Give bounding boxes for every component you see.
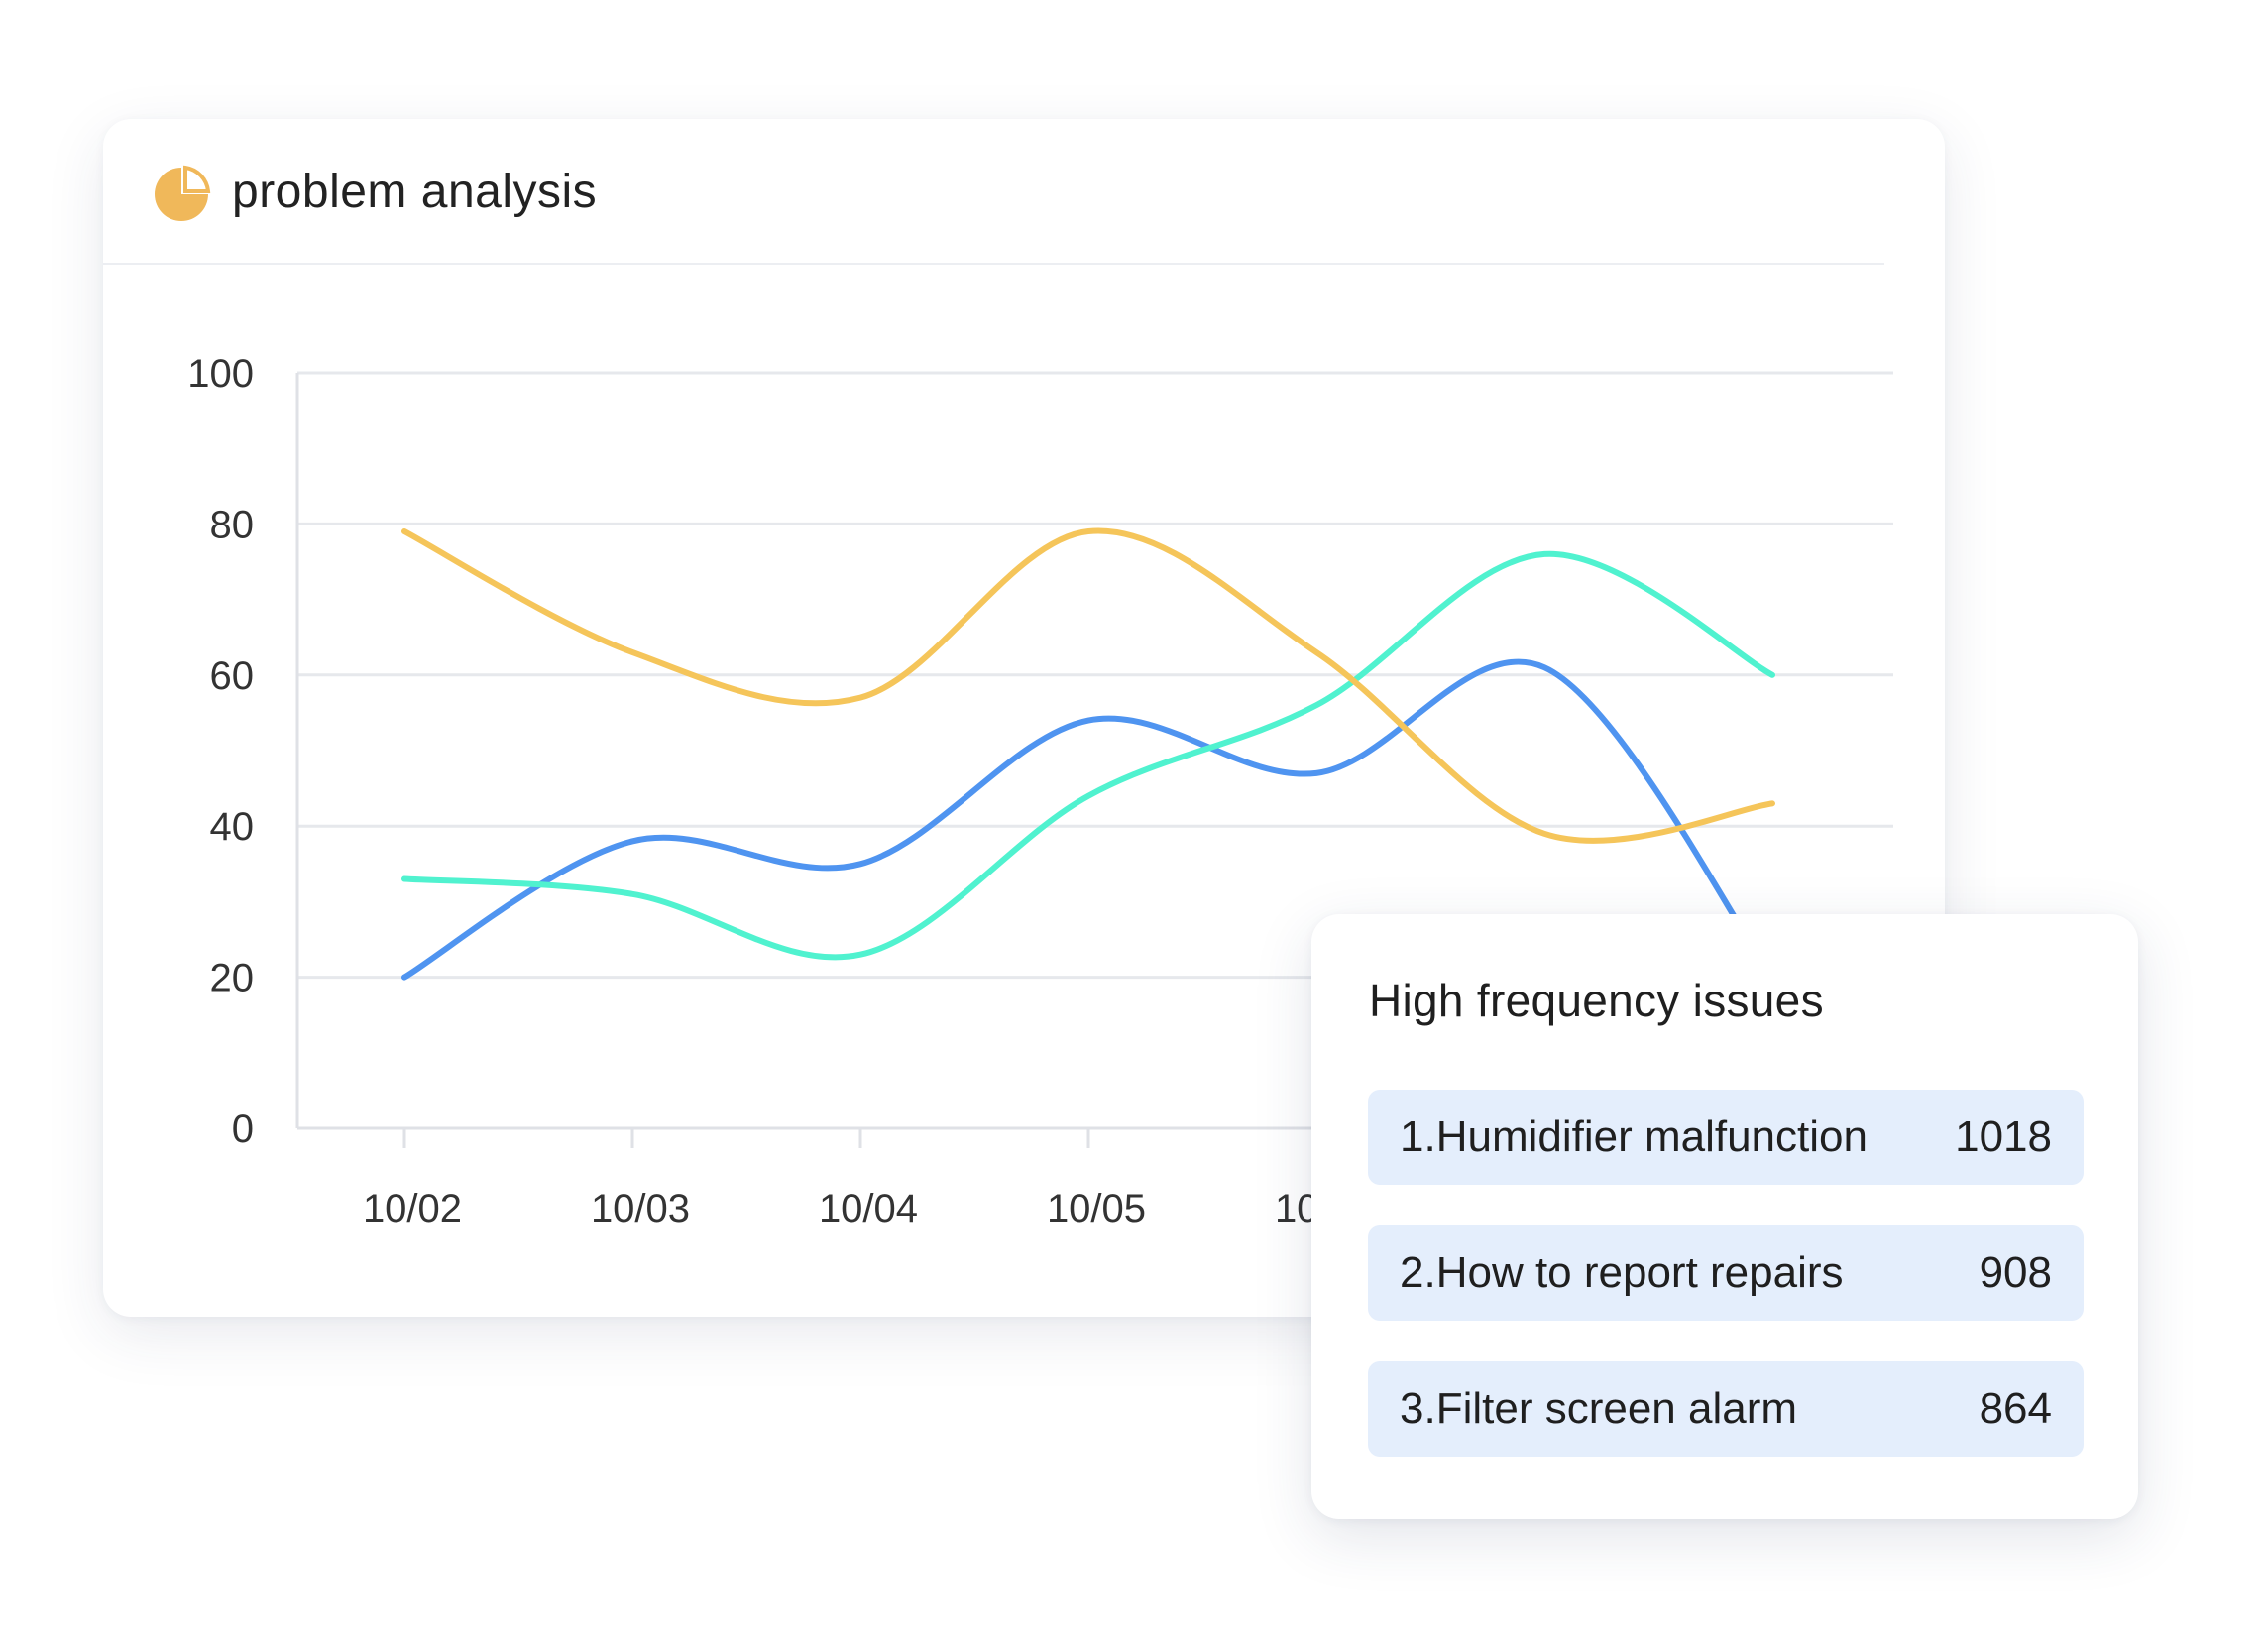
y-tick-label: 20 bbox=[210, 957, 255, 1000]
x-tick-label: 10/02 bbox=[363, 1187, 462, 1230]
high-frequency-issues-card: High frequency issues 1.Humidifier malfu… bbox=[1311, 914, 2138, 1519]
y-tick-label: 80 bbox=[210, 503, 255, 546]
issue-item[interactable]: 3.Filter screen alarm 864 bbox=[1368, 1361, 2084, 1457]
card-title: problem analysis bbox=[232, 166, 598, 218]
issue-label: 1.Humidifier malfunction bbox=[1400, 1112, 1868, 1161]
issue-count: 908 bbox=[1979, 1248, 2052, 1297]
y-tick-label: 0 bbox=[232, 1108, 254, 1151]
series-line-3 bbox=[401, 527, 1775, 844]
issue-label: 2.How to report repairs bbox=[1400, 1248, 1844, 1297]
issue-count: 1018 bbox=[1955, 1112, 2052, 1161]
series-line-2 bbox=[401, 550, 1775, 961]
issue-item[interactable]: 2.How to report repairs 908 bbox=[1368, 1226, 2084, 1321]
series-line-1 bbox=[401, 658, 1775, 981]
card-header: problem analysis bbox=[103, 119, 1884, 265]
problem-analysis-card: problem analysis 0 20 40 60 80 100 10/02 10/03 1… bbox=[103, 119, 1945, 1317]
issue-count: 864 bbox=[1979, 1384, 2052, 1433]
issues-title: High frequency issues bbox=[1369, 975, 1824, 1026]
y-tick-label: 100 bbox=[187, 352, 254, 396]
pie-chart-icon bbox=[155, 165, 211, 221]
x-tick-label: 10/05 bbox=[1047, 1187, 1146, 1230]
y-tick-label: 60 bbox=[210, 654, 255, 698]
y-tick-label: 40 bbox=[210, 805, 255, 849]
x-tick-label: 10/04 bbox=[819, 1187, 918, 1230]
issue-list: 1.Humidifier malfunction 1018 2.How to r… bbox=[1368, 1090, 2084, 1497]
issue-label: 3.Filter screen alarm bbox=[1400, 1384, 1798, 1433]
issue-item[interactable]: 1.Humidifier malfunction 1018 bbox=[1368, 1090, 2084, 1185]
x-tick-label: 10/03 bbox=[591, 1187, 690, 1230]
